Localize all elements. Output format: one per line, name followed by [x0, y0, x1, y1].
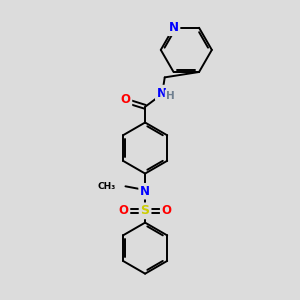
Text: O: O: [121, 93, 130, 106]
Text: O: O: [162, 204, 172, 218]
Text: CH₃: CH₃: [98, 182, 116, 191]
Text: N: N: [157, 87, 167, 100]
Text: N: N: [169, 21, 178, 34]
Text: H: H: [166, 91, 175, 101]
Text: O: O: [118, 204, 128, 218]
Text: S: S: [141, 204, 150, 218]
Text: N: N: [140, 185, 150, 198]
